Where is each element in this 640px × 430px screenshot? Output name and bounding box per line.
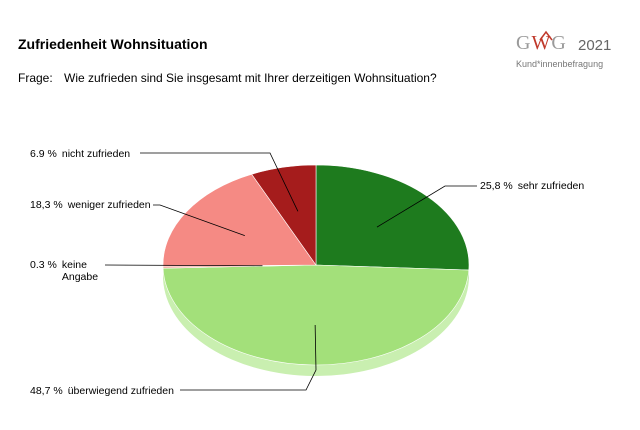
label-ueberwiegend-zufrieden: 48,7 % überwiegend zufrieden	[30, 385, 174, 397]
pie-slice-4	[251, 164, 317, 266]
leader-line-2	[104, 264, 263, 267]
logo-wordmark: GWG	[516, 32, 567, 54]
logo-subtitle: Kund*innenbefragung	[516, 59, 604, 69]
label-keine-angabe: 0.3 % keine Angabe	[30, 259, 99, 283]
label-weniger-zufrieden: 18,3 % weniger zufrieden	[30, 199, 151, 211]
leader-line-1	[180, 324, 317, 391]
label-sehr-zufrieden: 25,8 % sehr zufrieden	[480, 180, 585, 192]
question-line: Frage: Wie zufrieden sind Sie insgesamt m…	[18, 71, 437, 85]
logo-roof-icon	[539, 30, 553, 41]
question-prefix: Frage:	[18, 71, 53, 85]
chart-title: Zufriedenheit Wohnsituation	[18, 36, 208, 52]
label-nicht-zufrieden: 6.9 % nicht zufrieden	[30, 148, 131, 160]
leader-line-4	[140, 152, 299, 212]
gwg-logo: GWG 2021 Kund*innenbefragung	[500, 26, 630, 72]
logo-year: 2021	[578, 37, 612, 54]
pie-slice-3	[162, 173, 317, 267]
leader-line-3	[153, 204, 245, 237]
leader-line-0	[376, 185, 477, 228]
question-text: Wie zufrieden sind Sie insgesamt mit Ihr…	[64, 71, 437, 85]
pie-slice-1	[162, 264, 470, 366]
